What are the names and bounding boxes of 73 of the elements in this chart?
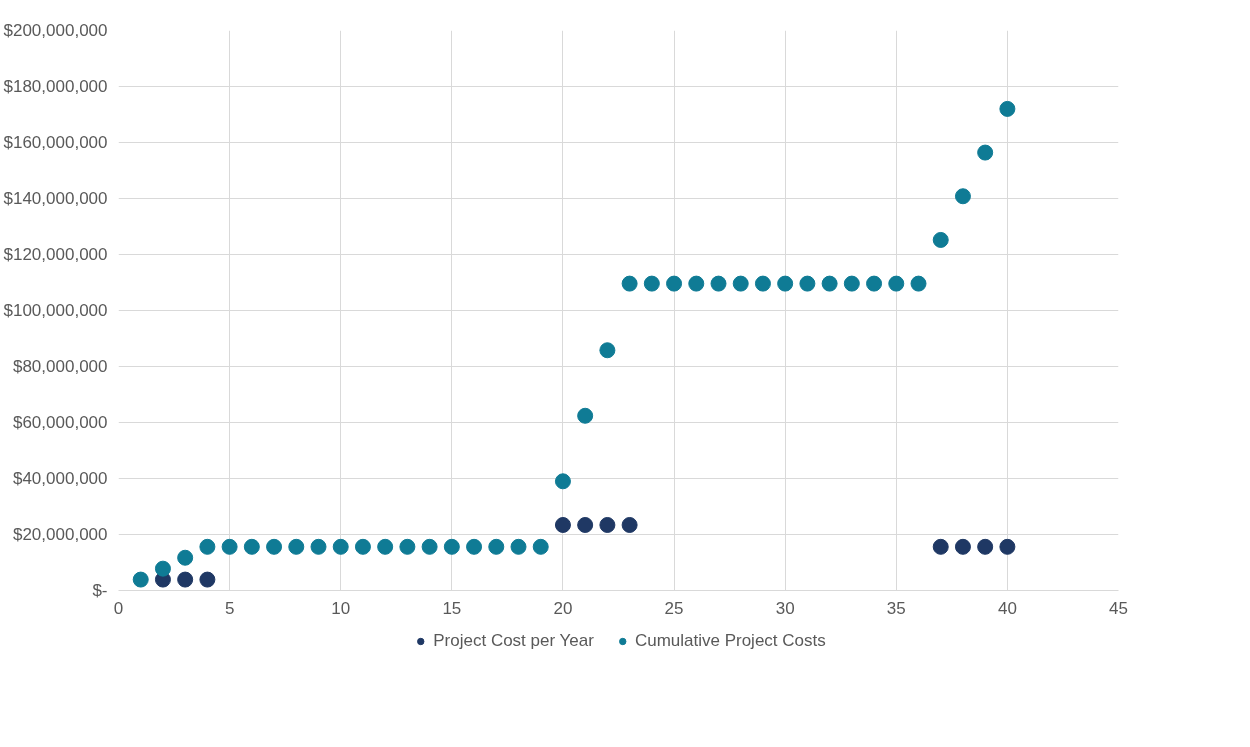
x-tick-label: 35 [886,598,906,618]
point [977,144,994,161]
point [221,538,238,555]
point [377,538,394,555]
point [777,275,794,292]
point [932,231,949,248]
point [821,275,838,292]
point [643,275,660,292]
y-tick-label: $140,000,000 [3,189,108,208]
y-tick-label: $200,000,000 [3,21,108,40]
y-tick-label: $180,000,000 [3,77,108,96]
point [999,538,1016,555]
point [466,538,483,555]
point [177,571,194,588]
x-tick-label: 10 [331,598,351,618]
legend-label: Project Cost per Year [433,631,594,651]
point [932,538,949,555]
point [866,275,883,292]
point [310,538,327,555]
point [288,538,305,555]
point [666,275,683,292]
y-tick-label: $100,000,000 [3,301,108,320]
point [688,275,705,292]
point [577,516,594,533]
point [888,275,905,292]
x-tick-label: 0 [113,598,124,618]
point [710,275,727,292]
point [977,538,994,555]
point [266,538,283,555]
point [799,275,816,292]
point [199,538,216,555]
point [732,275,749,292]
point [754,275,771,292]
point [554,473,571,490]
point [399,538,416,555]
point [199,571,216,588]
point [999,100,1016,117]
point [843,275,860,292]
point [154,560,171,577]
point [510,538,527,555]
y-tick-label: $120,000,000 [3,245,108,264]
x-tick-label: 45 [1109,598,1128,618]
point [599,516,616,533]
point [243,538,260,555]
legend-label: Cumulative Project Costs [634,631,826,651]
x-tick-label: 20 [553,598,573,618]
point [577,407,594,424]
point [354,538,371,555]
point [532,538,549,555]
x-tick-label: 15 [442,598,462,618]
point [910,275,927,292]
point [443,538,460,555]
point [332,538,349,555]
point [132,571,149,588]
point [554,516,571,533]
y-tick-label: $160,000,000 [3,133,108,152]
point [621,275,638,292]
y-tick-label: $20,000,000 [12,525,108,544]
y-tick-label: $- [92,581,108,600]
point [177,549,194,566]
y-tick-label: $60,000,000 [12,413,108,432]
point [954,188,971,205]
point [954,538,971,555]
y-tick-label: $80,000,000 [12,357,108,376]
x-tick-label: 5 [224,598,235,618]
point [621,516,638,533]
y-tick-label: $40,000,000 [12,469,108,488]
x-tick-label: 25 [664,598,684,618]
x-tick-label: 30 [775,598,795,618]
point [599,342,616,359]
point [421,538,438,555]
x-tick-label: 40 [997,598,1017,618]
point [488,538,505,555]
